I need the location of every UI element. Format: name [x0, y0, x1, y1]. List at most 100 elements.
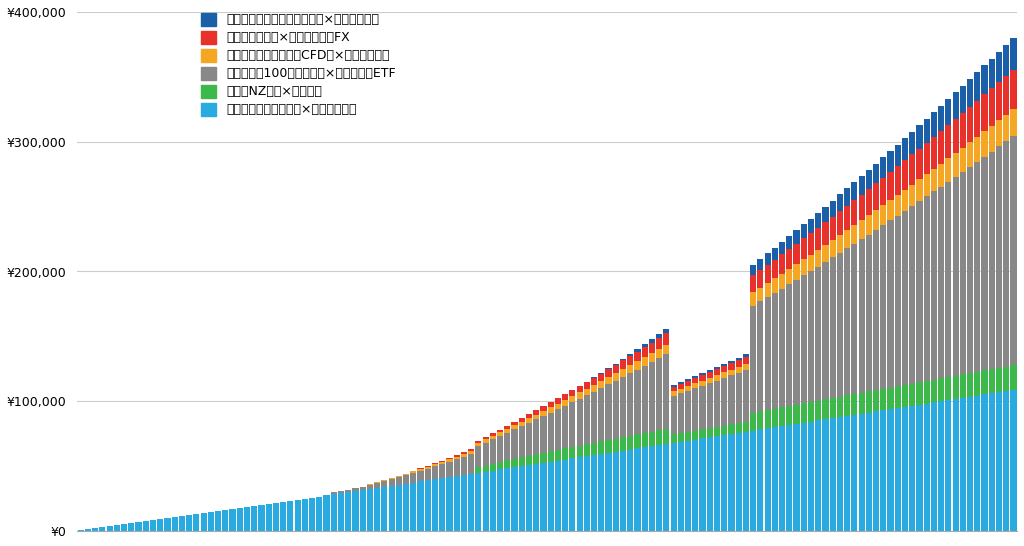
Bar [895, 386, 901, 408]
Bar [742, 432, 749, 531]
Bar [446, 458, 453, 459]
Bar [475, 446, 481, 467]
Bar [338, 494, 344, 531]
Bar [432, 464, 438, 466]
Bar [865, 170, 871, 189]
Bar [699, 430, 706, 438]
Bar [584, 456, 590, 531]
Bar [425, 467, 431, 468]
Bar [381, 481, 387, 487]
Bar [974, 100, 980, 136]
Bar [548, 462, 554, 531]
Bar [598, 381, 604, 388]
Bar [591, 391, 597, 443]
Bar [468, 449, 474, 451]
Bar [996, 392, 1002, 531]
Bar [779, 426, 785, 531]
Bar [888, 409, 894, 531]
Bar [924, 174, 930, 197]
Bar [692, 378, 698, 383]
Bar [881, 177, 887, 205]
Bar [403, 474, 410, 475]
Bar [959, 113, 966, 147]
Bar [468, 474, 474, 531]
Bar [591, 378, 597, 385]
Bar [316, 496, 323, 531]
Bar [1011, 69, 1017, 109]
Bar [881, 410, 887, 531]
Bar [981, 94, 987, 131]
Bar [916, 405, 923, 531]
Bar [671, 396, 677, 435]
Bar [541, 411, 547, 416]
Bar [338, 491, 344, 494]
Bar [569, 396, 575, 402]
Bar [902, 161, 908, 190]
Bar [699, 438, 706, 531]
Bar [808, 402, 814, 422]
Bar [728, 375, 734, 424]
Bar [815, 212, 821, 228]
Bar [345, 490, 351, 492]
Bar [772, 259, 778, 278]
Bar [808, 233, 814, 254]
Bar [1004, 366, 1010, 391]
Bar [865, 215, 871, 235]
Bar [656, 338, 663, 349]
Bar [974, 162, 980, 372]
Bar [952, 92, 958, 119]
Bar [945, 377, 951, 400]
Bar [902, 407, 908, 531]
Bar [482, 437, 488, 440]
Bar [902, 138, 908, 161]
Bar [627, 449, 633, 531]
Bar [895, 166, 901, 195]
Bar [974, 72, 980, 100]
Bar [106, 526, 113, 531]
Bar [714, 375, 720, 381]
Bar [635, 435, 641, 448]
Bar [489, 471, 496, 531]
Bar [924, 381, 930, 403]
Bar [750, 431, 756, 531]
Bar [418, 468, 424, 469]
Bar [967, 79, 973, 106]
Bar [794, 280, 800, 405]
Bar [577, 393, 583, 399]
Bar [309, 497, 315, 531]
Bar [742, 357, 749, 364]
Bar [952, 119, 958, 153]
Bar [635, 370, 641, 435]
Bar [881, 225, 887, 389]
Bar [439, 478, 445, 531]
Bar [519, 422, 525, 426]
Bar [844, 395, 850, 416]
Bar [765, 265, 771, 283]
Bar [772, 293, 778, 409]
Bar [728, 424, 734, 434]
Bar [779, 254, 785, 274]
Bar [620, 377, 626, 437]
Bar [562, 400, 568, 406]
Bar [229, 509, 236, 531]
Bar [526, 414, 532, 418]
Bar [801, 239, 807, 259]
Bar [519, 458, 525, 466]
Bar [591, 443, 597, 455]
Bar [931, 402, 937, 531]
Bar [620, 359, 626, 360]
Bar [605, 377, 611, 384]
Bar [121, 524, 127, 531]
Bar [735, 358, 741, 360]
Bar [786, 236, 793, 249]
Bar [815, 228, 821, 250]
Bar [534, 464, 540, 531]
Bar [815, 250, 821, 266]
Bar [664, 444, 670, 531]
Bar [909, 155, 915, 185]
Bar [627, 436, 633, 449]
Bar [945, 125, 951, 158]
Bar [620, 437, 626, 450]
Bar [605, 440, 611, 453]
Bar [837, 397, 843, 417]
